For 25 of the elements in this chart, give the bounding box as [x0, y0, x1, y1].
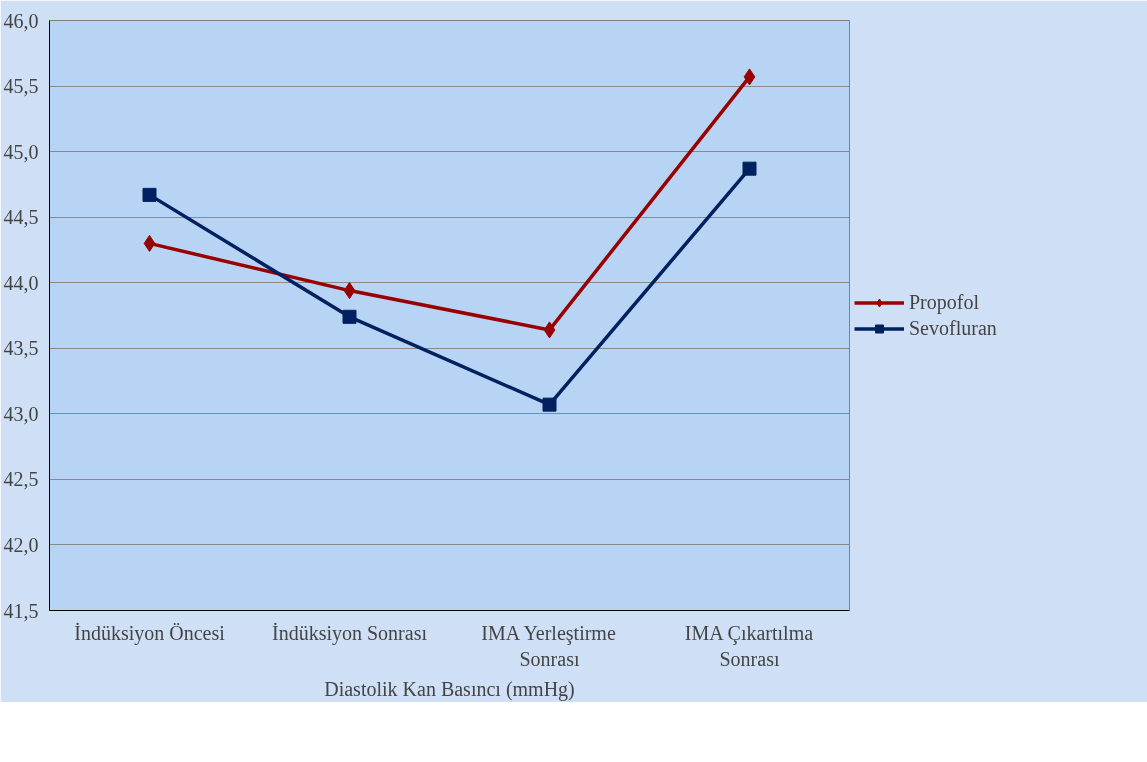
point: [343, 282, 356, 300]
y-tick-label: 44,5: [3, 206, 39, 229]
x-tick-label: IMA Yerleştirme Sonrası: [481, 621, 616, 670]
y-tick-label: 45,5: [3, 75, 39, 98]
y-tick-label: 45,0: [3, 140, 39, 163]
x-tick-label: İndüksiyon Öncesi: [74, 621, 226, 645]
point: [142, 187, 157, 202]
y-tick-label: 46,0: [3, 9, 39, 32]
y-tick-label: 43,0: [3, 402, 39, 425]
x-tick-label: İndüksiyon Sonrası: [272, 621, 428, 645]
point: [542, 397, 557, 412]
y-tick-label: 42,5: [3, 468, 39, 491]
y-tick-label: 42,0: [3, 533, 39, 556]
point: [742, 161, 757, 176]
point: [342, 309, 357, 324]
legend-label: Sevofluran: [909, 316, 998, 340]
y-tick-label: 41,5: [3, 599, 39, 622]
legend-label: Propofol: [909, 290, 980, 314]
point: [543, 321, 556, 339]
y-tick-label: 43,5: [3, 337, 39, 360]
y-tick-label: 44,0: [3, 271, 39, 294]
x-axis-title: Diastolik Kan Basıncı (mmHg): [324, 677, 575, 701]
point: [743, 68, 756, 86]
point: [143, 234, 156, 252]
x-tick-label: IMA Çıkartılma Sonrası: [684, 621, 814, 670]
